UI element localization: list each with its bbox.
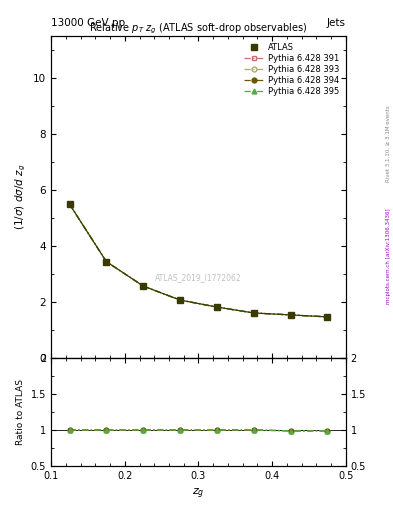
Text: Rivet 3.1.10, ≥ 3.1M events: Rivet 3.1.10, ≥ 3.1M events [386,105,391,182]
Text: ATLAS_2019_I1772062: ATLAS_2019_I1772062 [155,273,242,282]
Title: Relative $p_T$ $z_g$ (ATLAS soft-drop observables): Relative $p_T$ $z_g$ (ATLAS soft-drop ob… [89,22,308,36]
Text: Jets: Jets [327,18,346,28]
X-axis label: $z_g$: $z_g$ [192,486,205,501]
Y-axis label: Ratio to ATLAS: Ratio to ATLAS [16,379,25,445]
Text: mcplots.cern.ch [arXiv:1306.3436]: mcplots.cern.ch [arXiv:1306.3436] [386,208,391,304]
Text: 13000 GeV pp: 13000 GeV pp [51,18,125,28]
Legend: ATLAS, Pythia 6.428 391, Pythia 6.428 393, Pythia 6.428 394, Pythia 6.428 395: ATLAS, Pythia 6.428 391, Pythia 6.428 39… [241,40,342,98]
Y-axis label: $(1/\sigma)$ $d\sigma/d$ $z_g$: $(1/\sigma)$ $d\sigma/d$ $z_g$ [13,164,28,230]
